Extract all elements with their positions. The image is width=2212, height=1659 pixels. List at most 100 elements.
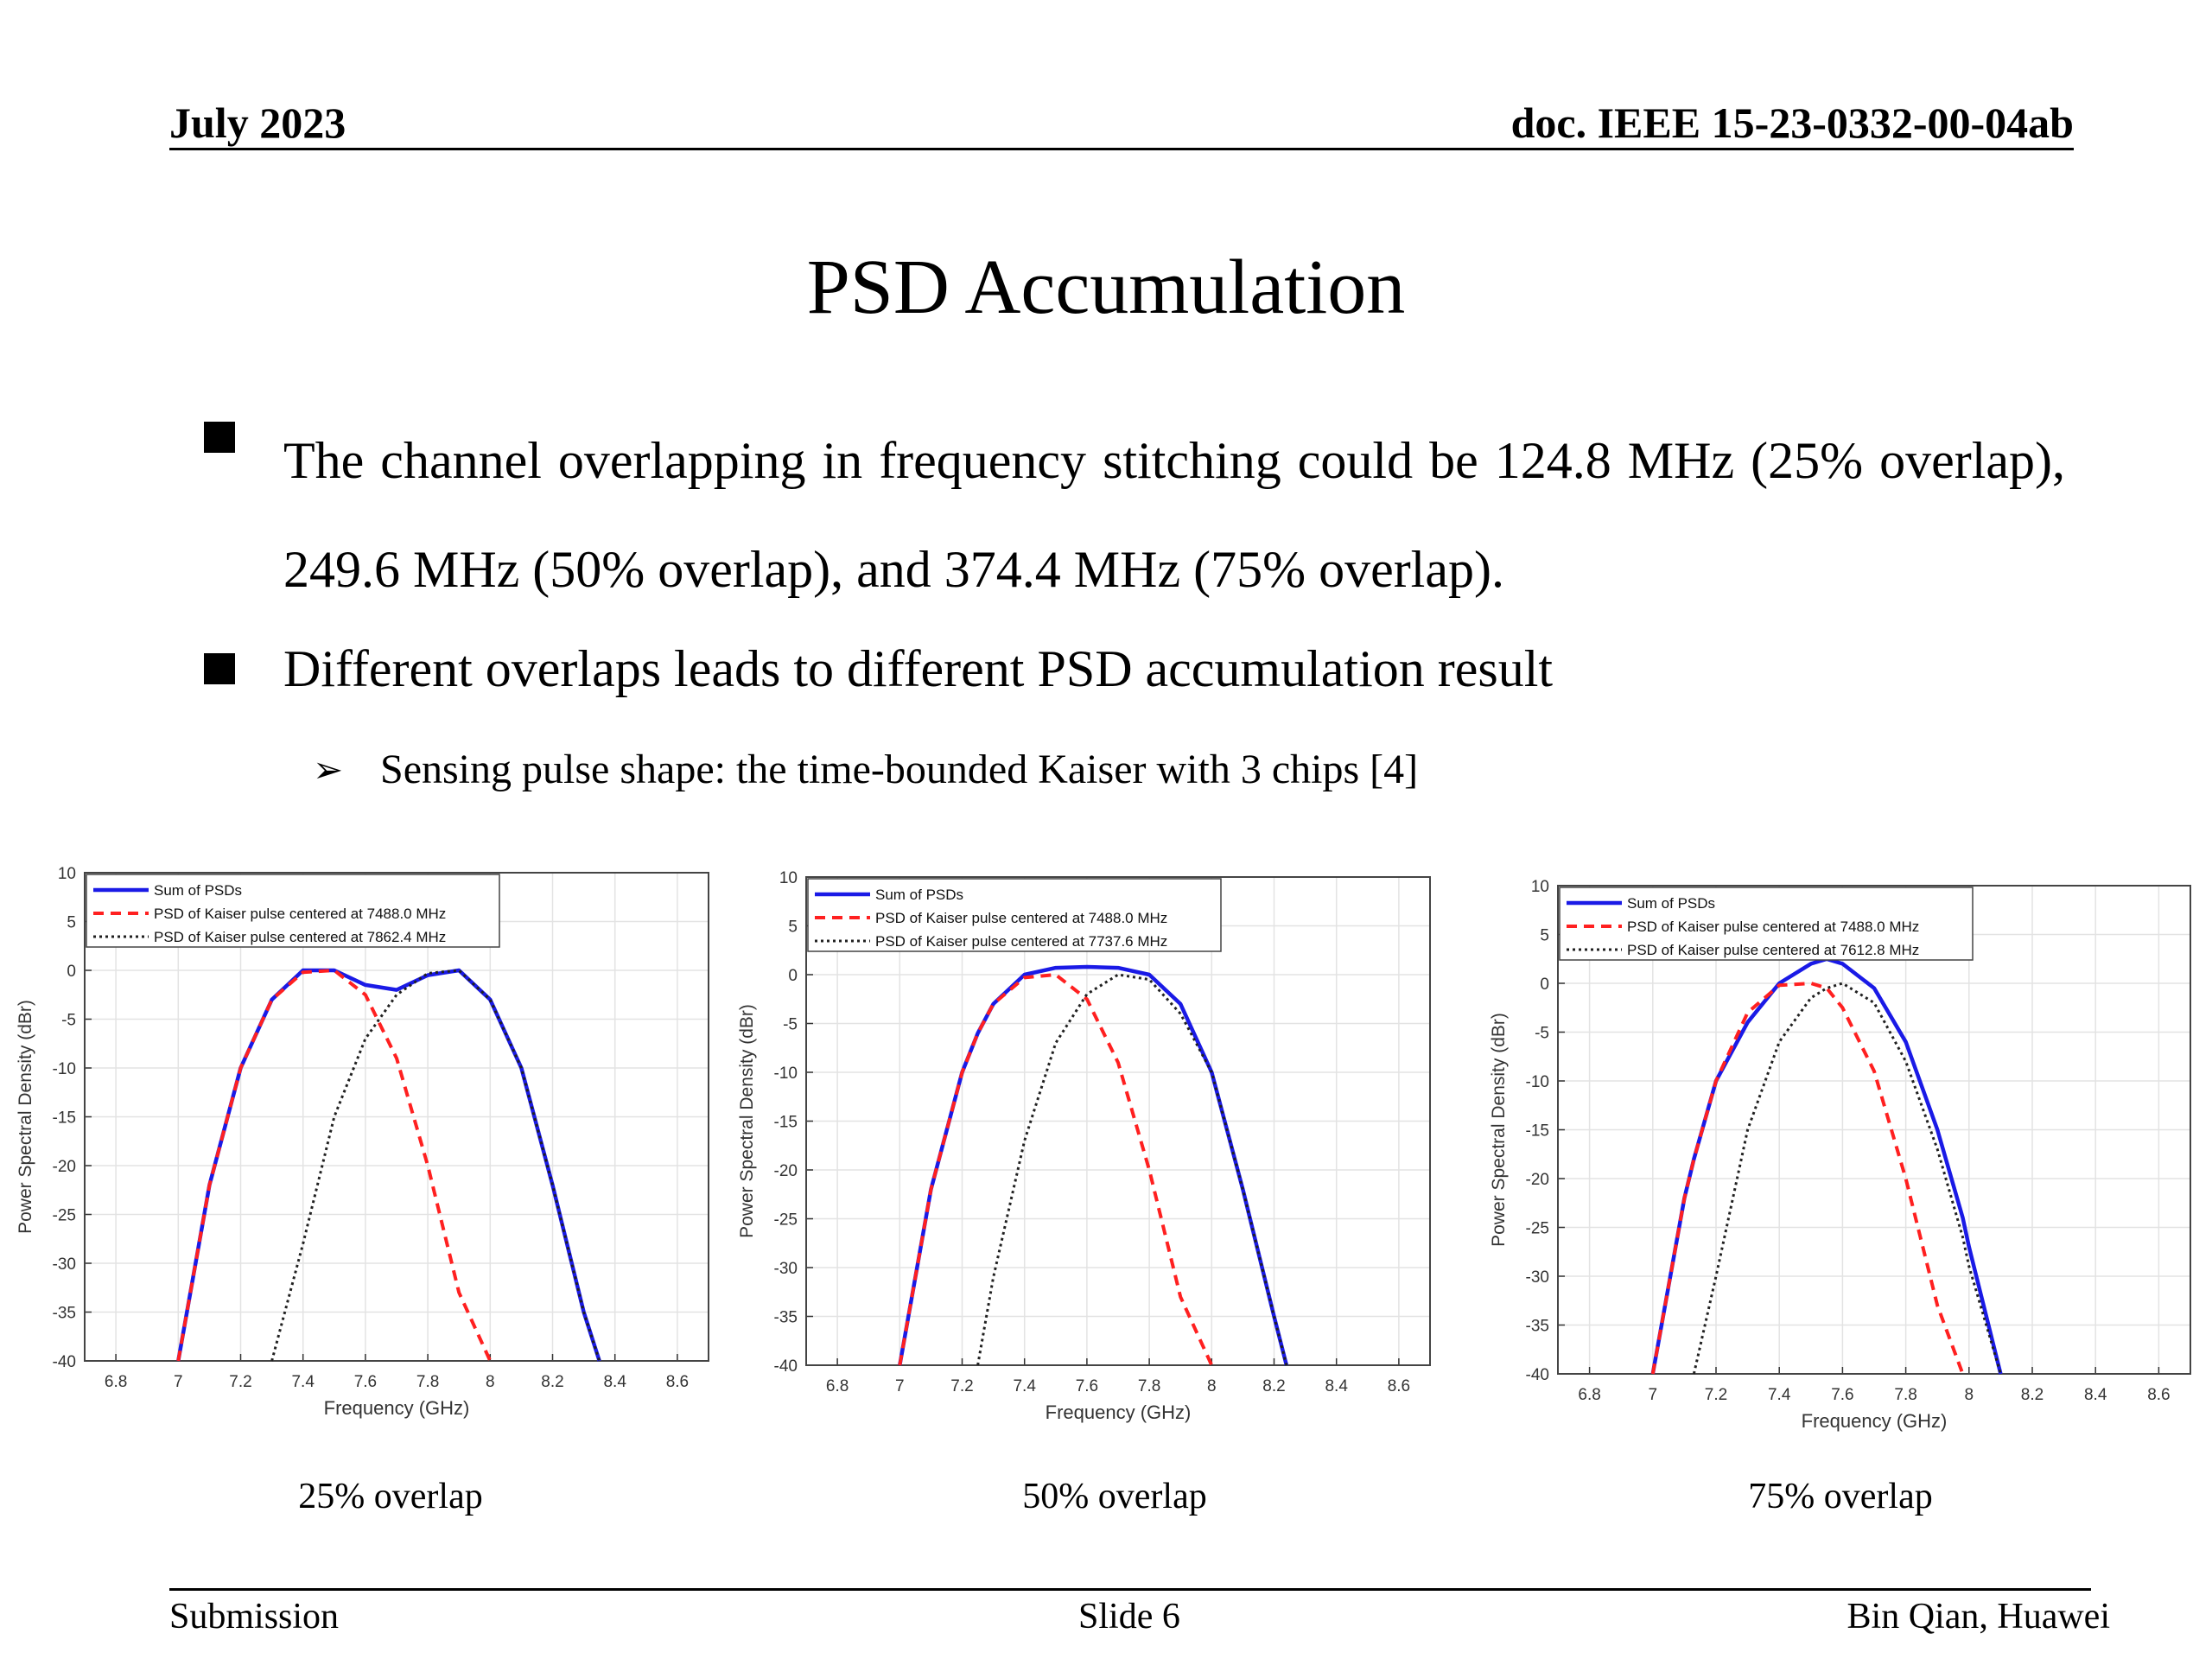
x-tick-label: 7.4 <box>1768 1386 1791 1404</box>
header-divider <box>169 148 2074 150</box>
square-bullet-icon <box>204 422 235 453</box>
footer-slide-number: Slide 6 <box>1078 1597 1180 1637</box>
psd-chart-25: 6.8 7 7.2 7.4 7.6 7.8 8 8.2 8.4 8.6 10 5 0 -5 -10 -15 -2… <box>16 865 709 1419</box>
y-tick-label: -25 <box>774 1211 798 1230</box>
x-axis-label: Frequency (GHz) <box>1802 1410 1948 1432</box>
series-line-2 <box>176 969 493 1362</box>
series-line-3 <box>976 973 1288 1366</box>
legend-label-2: PSD of Kaiser pulse centered at 7488.0 M… <box>1627 918 1919 935</box>
y-tick-label: -35 <box>1526 1318 1549 1336</box>
x-axis-label: Frequency (GHz) <box>1046 1402 1192 1423</box>
x-tick-label: 8.4 <box>1325 1377 1348 1395</box>
header-doc-id: doc. IEEE 15-23-0332-00-04ab <box>1510 99 2074 147</box>
y-tick-label: 10 <box>1531 878 1549 896</box>
y-tick-label: -15 <box>53 1109 76 1128</box>
footer-divider <box>169 1588 2091 1591</box>
psd-chart-75: 6.8 7 7.2 7.4 7.6 7.8 8 8.2 8.4 8.6 10 5 0 -5 -10 -15 -2… <box>1489 878 2191 1432</box>
legend-box <box>86 874 500 948</box>
y-tick-label: -40 <box>1526 1366 1549 1384</box>
y-tick-label: -40 <box>53 1353 76 1371</box>
y-tick-label: -10 <box>774 1065 798 1083</box>
legend-label-1: Sum of PSDs <box>1627 895 1715 912</box>
psd-chart-50: 6.8 7 7.2 7.4 7.6 7.8 8 8.2 8.4 8.6 10 5 0 -5 -10 -15 -2… <box>737 869 1431 1423</box>
sub-bullet: Sensing pulse shape: the time-bounded Ka… <box>380 747 1419 792</box>
legend-label-2: PSD of Kaiser pulse centered at 7488.0 M… <box>154 906 446 922</box>
x-tick-label: 7 <box>1649 1386 1658 1404</box>
x-tick-label: 7.8 <box>1138 1377 1160 1395</box>
y-tick-label: 0 <box>1540 976 1549 994</box>
x-tick-label: 6.8 <box>105 1373 127 1391</box>
x-tick-label: 7.2 <box>229 1373 251 1391</box>
x-tick-label: 7.2 <box>1705 1386 1727 1404</box>
x-tick-label: 7.4 <box>291 1373 315 1391</box>
slide-title: PSD Accumulation <box>806 245 1406 330</box>
x-tick-label: 8.6 <box>1388 1377 1410 1395</box>
legend-label-3: PSD of Kaiser pulse centered at 7862.4 M… <box>154 929 446 945</box>
x-tick-label: 8.6 <box>2147 1386 2170 1404</box>
y-tick-label: 10 <box>779 869 798 887</box>
legend-label-1: Sum of PSDs <box>154 882 242 899</box>
legend-label-2: PSD of Kaiser pulse centered at 7488.0 M… <box>875 910 1167 926</box>
axes-box <box>84 872 709 1362</box>
y-axis-label: Power Spectral Density (dBr) <box>1489 1013 1509 1247</box>
x-tick-label: 7.6 <box>1076 1377 1098 1395</box>
y-tick-label: -5 <box>61 1012 76 1030</box>
y-tick-label: -20 <box>53 1158 76 1176</box>
arrow-bullet-icon: ➢ <box>313 748 344 791</box>
y-tick-label: -30 <box>774 1260 798 1278</box>
legend-box <box>1559 887 1974 961</box>
y-tick-label: -20 <box>774 1162 798 1180</box>
x-tick-label: 8.6 <box>666 1373 689 1391</box>
y-tick-label: -35 <box>774 1309 798 1327</box>
x-tick-label: 7.8 <box>1894 1386 1916 1404</box>
y-tick-label: -5 <box>783 1016 798 1034</box>
x-tick-label: 7.6 <box>1831 1386 1853 1404</box>
series-line-3 <box>1692 982 2002 1375</box>
x-tick-label: 8 <box>486 1373 495 1391</box>
axes-box <box>805 876 1431 1366</box>
y-tick-label: -30 <box>1526 1268 1549 1287</box>
x-tick-label: 7 <box>895 1377 905 1395</box>
x-tick-label: 8 <box>1965 1386 1974 1404</box>
y-tick-label: -20 <box>1526 1171 1549 1189</box>
series-line-1 <box>176 968 601 1362</box>
y-axis-label: Power Spectral Density (dBr) <box>737 1004 757 1238</box>
y-tick-label: 0 <box>67 963 76 981</box>
footer-author: Bin Qian, Huawei <box>1847 1597 2110 1637</box>
caption-50: 50% overlap <box>1022 1477 1207 1516</box>
x-tick-label: 7.6 <box>354 1373 377 1391</box>
y-tick-label: -35 <box>53 1305 76 1323</box>
header-date: July 2023 <box>169 99 346 147</box>
square-bullet-icon <box>204 653 235 684</box>
y-tick-label: -15 <box>774 1114 798 1132</box>
x-tick-label: 7.4 <box>1013 1377 1036 1395</box>
legend-label-1: Sum of PSDs <box>875 887 963 903</box>
y-tick-label: -25 <box>53 1207 76 1225</box>
y-tick-label: 0 <box>788 967 798 985</box>
series-line-3 <box>270 969 601 1362</box>
caption-75: 75% overlap <box>1748 1477 1933 1516</box>
y-tick-label: -40 <box>774 1357 798 1376</box>
x-tick-label: 8.2 <box>1262 1377 1285 1395</box>
x-tick-label: 7 <box>174 1373 183 1391</box>
y-tick-label: 5 <box>67 914 76 932</box>
x-tick-label: 8.4 <box>2084 1386 2107 1404</box>
x-axis-label: Frequency (GHz) <box>324 1397 470 1419</box>
x-tick-label: 8.2 <box>541 1373 563 1391</box>
legend-box <box>807 878 1222 952</box>
legend-label-3: PSD of Kaiser pulse centered at 7612.8 M… <box>1627 942 1919 958</box>
y-tick-label: -15 <box>1526 1122 1549 1141</box>
y-tick-label: 5 <box>1540 927 1549 945</box>
footer-submission: Submission <box>169 1597 340 1637</box>
x-tick-label: 8.4 <box>603 1373 626 1391</box>
x-tick-label: 7.2 <box>950 1377 973 1395</box>
y-tick-label: -25 <box>1526 1220 1549 1238</box>
bullet-2: Different overlaps leads to different PS… <box>283 640 1554 697</box>
y-tick-label: -10 <box>1526 1073 1549 1091</box>
x-tick-label: 6.8 <box>1578 1386 1600 1404</box>
series-line-2 <box>898 973 1214 1366</box>
axes-box <box>1557 885 2191 1375</box>
y-tick-label: 10 <box>58 865 76 883</box>
x-tick-label: 8.2 <box>2021 1386 2044 1404</box>
y-tick-label: -30 <box>53 1255 76 1274</box>
